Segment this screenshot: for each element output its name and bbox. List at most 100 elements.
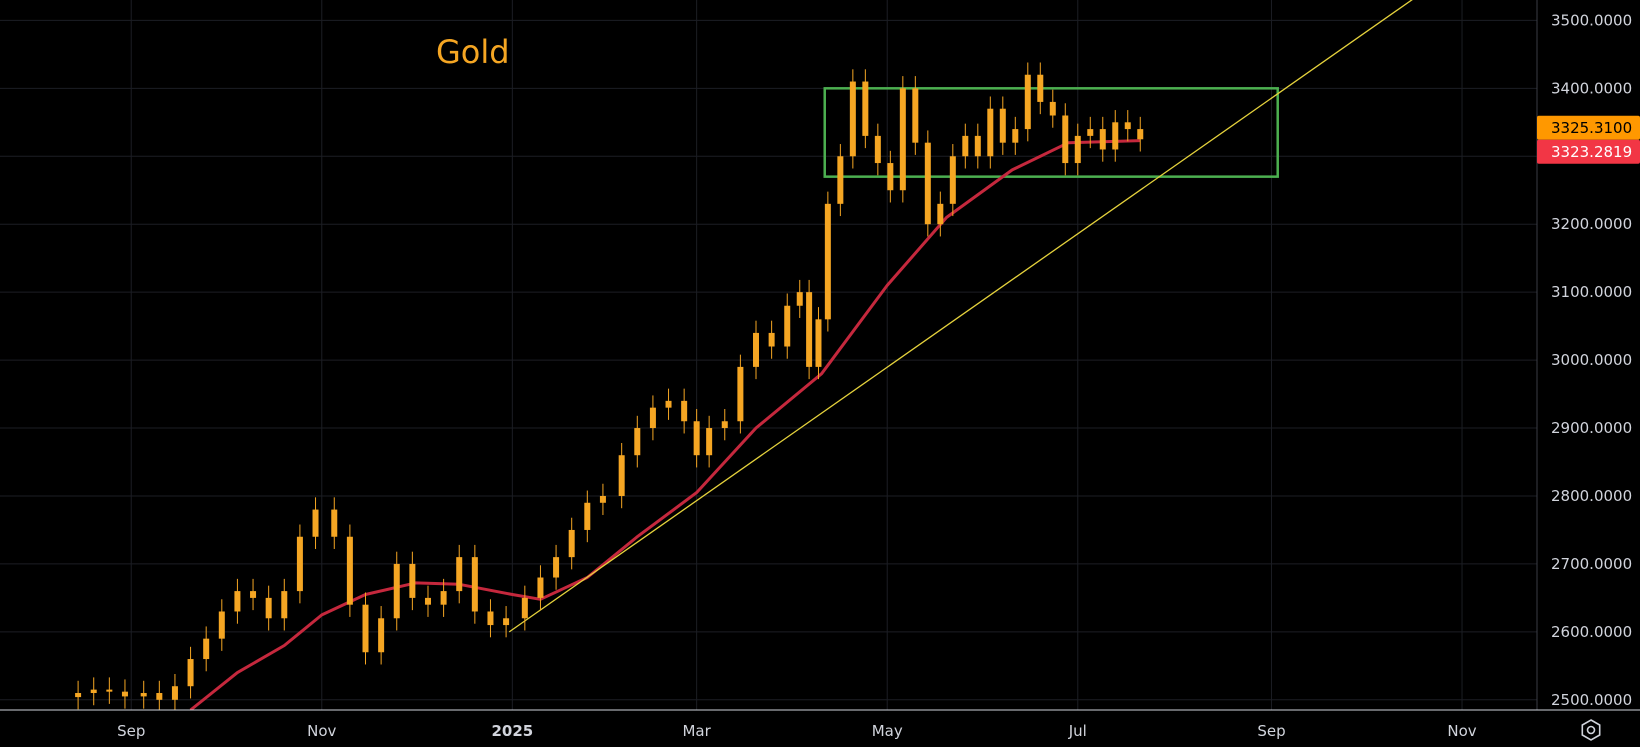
chart-title: Gold bbox=[436, 33, 510, 71]
candle-body bbox=[378, 618, 385, 653]
time-scale[interactable]: Sep Nov 2025 Mar May Jul Sep Nov bbox=[117, 722, 1477, 740]
candle bbox=[312, 497, 319, 549]
candle bbox=[537, 565, 544, 611]
x-tick-label: Mar bbox=[682, 722, 711, 740]
candle-body bbox=[815, 319, 822, 367]
candle-body bbox=[409, 563, 416, 598]
candle bbox=[440, 578, 447, 617]
candle-body bbox=[346, 536, 353, 605]
candle-body bbox=[737, 366, 744, 422]
candle bbox=[899, 76, 906, 203]
candle bbox=[584, 490, 591, 543]
candle bbox=[1099, 116, 1106, 162]
candle bbox=[1112, 110, 1119, 162]
last-price-label: 3325.3100 bbox=[1537, 115, 1640, 140]
candle-body bbox=[1049, 101, 1056, 116]
candle-body bbox=[362, 604, 369, 653]
settings-gear-icon[interactable] bbox=[1581, 719, 1601, 741]
candle-body bbox=[440, 591, 447, 605]
moving-average-path bbox=[189, 139, 1141, 712]
candle bbox=[106, 677, 113, 704]
candle-body bbox=[171, 686, 178, 700]
candle-body bbox=[824, 203, 831, 320]
candle bbox=[999, 96, 1006, 155]
y-tick-label: 2500.0000 bbox=[1551, 691, 1632, 709]
candle bbox=[784, 293, 791, 359]
candle-body bbox=[706, 428, 713, 456]
candle bbox=[737, 354, 744, 434]
candle-body bbox=[899, 88, 906, 191]
candle-body bbox=[218, 611, 225, 639]
candle bbox=[346, 524, 353, 617]
candle bbox=[1137, 116, 1144, 152]
candle bbox=[768, 320, 775, 359]
candle bbox=[649, 395, 656, 441]
candle bbox=[824, 191, 831, 332]
candle-body bbox=[1087, 129, 1094, 136]
candle-body bbox=[974, 135, 981, 157]
candle bbox=[837, 144, 844, 217]
candle-body bbox=[568, 529, 575, 558]
candle bbox=[521, 585, 528, 631]
price-scale[interactable]: 2500.0000 2600.0000 2700.0000 2800.0000 2900… bbox=[1551, 11, 1632, 708]
candle-body bbox=[912, 88, 919, 143]
candle bbox=[265, 585, 272, 631]
candle-body bbox=[487, 611, 494, 626]
candle bbox=[806, 279, 813, 380]
candle bbox=[599, 483, 606, 516]
candle-body bbox=[296, 536, 303, 592]
candle bbox=[753, 320, 760, 380]
y-tick-label: 3100.0000 bbox=[1551, 283, 1632, 301]
candle bbox=[140, 680, 147, 709]
candle-body bbox=[584, 502, 591, 530]
candle-body bbox=[837, 156, 844, 204]
candle-body bbox=[312, 509, 319, 537]
candle-body bbox=[693, 421, 700, 456]
candle-body bbox=[1099, 129, 1106, 150]
candle bbox=[862, 69, 869, 149]
candle-body bbox=[753, 332, 760, 367]
candle bbox=[553, 544, 560, 590]
y-tick-label: 2900.0000 bbox=[1551, 419, 1632, 437]
candle-body bbox=[862, 81, 869, 136]
candle-body bbox=[962, 135, 969, 157]
candle bbox=[693, 409, 700, 468]
x-tick-label: Sep bbox=[117, 722, 145, 740]
candle bbox=[378, 606, 385, 665]
candle-body bbox=[75, 693, 82, 698]
candle bbox=[849, 69, 856, 169]
candle-body bbox=[121, 691, 128, 697]
candle-body bbox=[424, 597, 431, 605]
candle bbox=[721, 409, 728, 441]
candle bbox=[281, 578, 288, 631]
candle bbox=[962, 123, 969, 169]
candle-body bbox=[849, 81, 856, 157]
candle-body bbox=[1024, 74, 1031, 130]
candle-body bbox=[681, 400, 688, 422]
y-tick-label: 3000.0000 bbox=[1551, 351, 1632, 369]
candle bbox=[409, 551, 416, 611]
candle-body bbox=[784, 305, 791, 347]
candle-body bbox=[1062, 115, 1069, 164]
candle-body bbox=[456, 557, 463, 592]
moving-average-value: 3323.2819 bbox=[1551, 143, 1632, 161]
candle bbox=[424, 585, 431, 617]
candle bbox=[187, 646, 194, 699]
candle bbox=[121, 679, 128, 709]
candle-body bbox=[949, 156, 956, 204]
candle-body bbox=[187, 659, 194, 687]
candle bbox=[250, 578, 257, 611]
candle bbox=[796, 279, 803, 318]
candle bbox=[1012, 116, 1019, 155]
candle-body bbox=[806, 292, 813, 367]
candle-body bbox=[553, 557, 560, 578]
candle-body bbox=[937, 203, 944, 225]
candle bbox=[393, 551, 400, 631]
candle-body bbox=[874, 135, 881, 164]
x-tick-label: Nov bbox=[307, 722, 336, 740]
time-scale-bg bbox=[0, 710, 1640, 747]
candle bbox=[487, 599, 494, 638]
candle-body bbox=[106, 689, 113, 692]
candle-body bbox=[203, 638, 210, 660]
